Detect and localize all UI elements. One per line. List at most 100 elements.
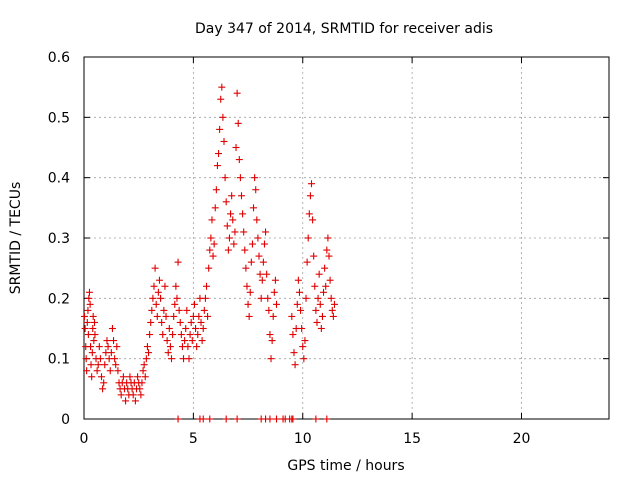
data-point <box>136 385 144 393</box>
data-point <box>216 125 224 133</box>
data-point <box>218 83 226 91</box>
data-point <box>103 337 111 345</box>
x-tick-label: 15 <box>403 431 421 447</box>
data-point <box>299 343 307 351</box>
data-point <box>87 361 95 369</box>
data-point <box>245 312 253 320</box>
data-point <box>330 300 338 308</box>
data-point <box>308 180 315 188</box>
data-point <box>117 391 125 399</box>
data-point <box>201 294 209 302</box>
y-tick-label: 0.4 <box>48 171 70 187</box>
data-point <box>312 306 320 314</box>
data-point <box>114 367 122 375</box>
y-tick-label: 0 <box>61 412 70 428</box>
data-point <box>84 306 92 314</box>
data-point <box>244 300 252 308</box>
data-point <box>100 379 108 387</box>
data-point <box>161 282 169 290</box>
data-point <box>222 415 230 423</box>
data-point <box>268 337 276 345</box>
data-point <box>232 144 240 151</box>
data-point <box>320 288 328 296</box>
data-point <box>326 276 334 284</box>
data-point <box>169 331 177 339</box>
data-point <box>88 349 96 357</box>
data-point <box>233 89 241 97</box>
data-point <box>146 331 154 339</box>
data-point <box>309 216 317 224</box>
data-point <box>122 397 130 405</box>
data-point <box>273 415 280 423</box>
data-point <box>291 361 299 369</box>
data-point <box>199 415 207 423</box>
data-point <box>273 300 280 308</box>
x-tick-label: 5 <box>189 431 198 447</box>
data-point <box>297 306 305 314</box>
data-point <box>134 373 142 381</box>
data-point <box>329 312 337 320</box>
data-point <box>148 306 156 314</box>
data-point <box>248 240 256 248</box>
data-point <box>188 337 196 345</box>
data-point <box>262 228 270 236</box>
data-point <box>171 300 179 308</box>
data-point <box>151 264 159 272</box>
data-point <box>305 210 313 218</box>
data-point <box>80 312 88 320</box>
data-point <box>173 294 181 302</box>
data-point <box>158 318 166 326</box>
data-point <box>170 312 178 320</box>
data-point <box>110 337 118 345</box>
data-point <box>246 288 254 296</box>
data-point <box>243 282 251 290</box>
data-point <box>208 216 216 224</box>
data-point <box>206 415 214 423</box>
data-point <box>289 331 297 339</box>
data-point <box>141 373 149 381</box>
data-point <box>266 331 274 339</box>
data-point <box>235 156 243 164</box>
data-point <box>322 282 330 290</box>
data-point <box>207 234 215 242</box>
data-point <box>265 306 273 314</box>
data-point <box>263 270 271 278</box>
data-point <box>108 325 116 332</box>
data-point <box>155 276 163 284</box>
y-tick-label: 0.2 <box>48 291 70 307</box>
data-point <box>98 373 105 381</box>
data-point <box>294 276 302 284</box>
data-point <box>182 325 190 332</box>
x-tick-label: 20 <box>513 431 531 447</box>
data-point <box>129 391 137 399</box>
data-point <box>175 306 183 314</box>
data-point <box>81 325 89 332</box>
data-point <box>231 228 239 236</box>
data-point <box>228 192 236 200</box>
data-point <box>162 312 170 320</box>
data-point <box>138 379 146 387</box>
data-point <box>321 264 329 272</box>
data-point <box>174 415 182 423</box>
data-point <box>145 349 153 357</box>
data-point <box>212 186 220 194</box>
data-point <box>311 282 319 290</box>
data-point <box>82 355 90 363</box>
data-point <box>112 361 120 369</box>
data-point <box>293 300 301 308</box>
data-point <box>99 385 107 393</box>
x-axis-title: GPS time / hours <box>287 458 404 474</box>
data-point <box>126 373 134 381</box>
data-point <box>137 391 145 399</box>
data-point <box>95 343 103 351</box>
data-point <box>111 355 119 363</box>
x-tick-label: 0 <box>80 431 89 447</box>
data-point <box>181 337 189 345</box>
data-point <box>324 234 332 242</box>
data-point <box>187 318 195 326</box>
data-point <box>213 162 221 170</box>
data-point <box>315 270 323 278</box>
data-point <box>160 306 168 314</box>
data-point <box>166 343 174 351</box>
